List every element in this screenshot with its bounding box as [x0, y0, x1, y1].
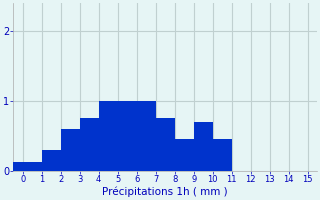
Bar: [118, 101, 137, 171]
Bar: [175, 139, 194, 171]
Bar: [4, 162, 23, 171]
Bar: [42, 150, 61, 171]
Bar: [213, 139, 232, 171]
Bar: [137, 101, 156, 171]
Bar: [99, 101, 118, 171]
Bar: [61, 129, 80, 171]
Bar: [23, 162, 42, 171]
X-axis label: Précipitations 1h ( mm ): Précipitations 1h ( mm ): [102, 187, 228, 197]
Bar: [156, 118, 175, 171]
Bar: [80, 118, 99, 171]
Bar: [194, 122, 213, 171]
